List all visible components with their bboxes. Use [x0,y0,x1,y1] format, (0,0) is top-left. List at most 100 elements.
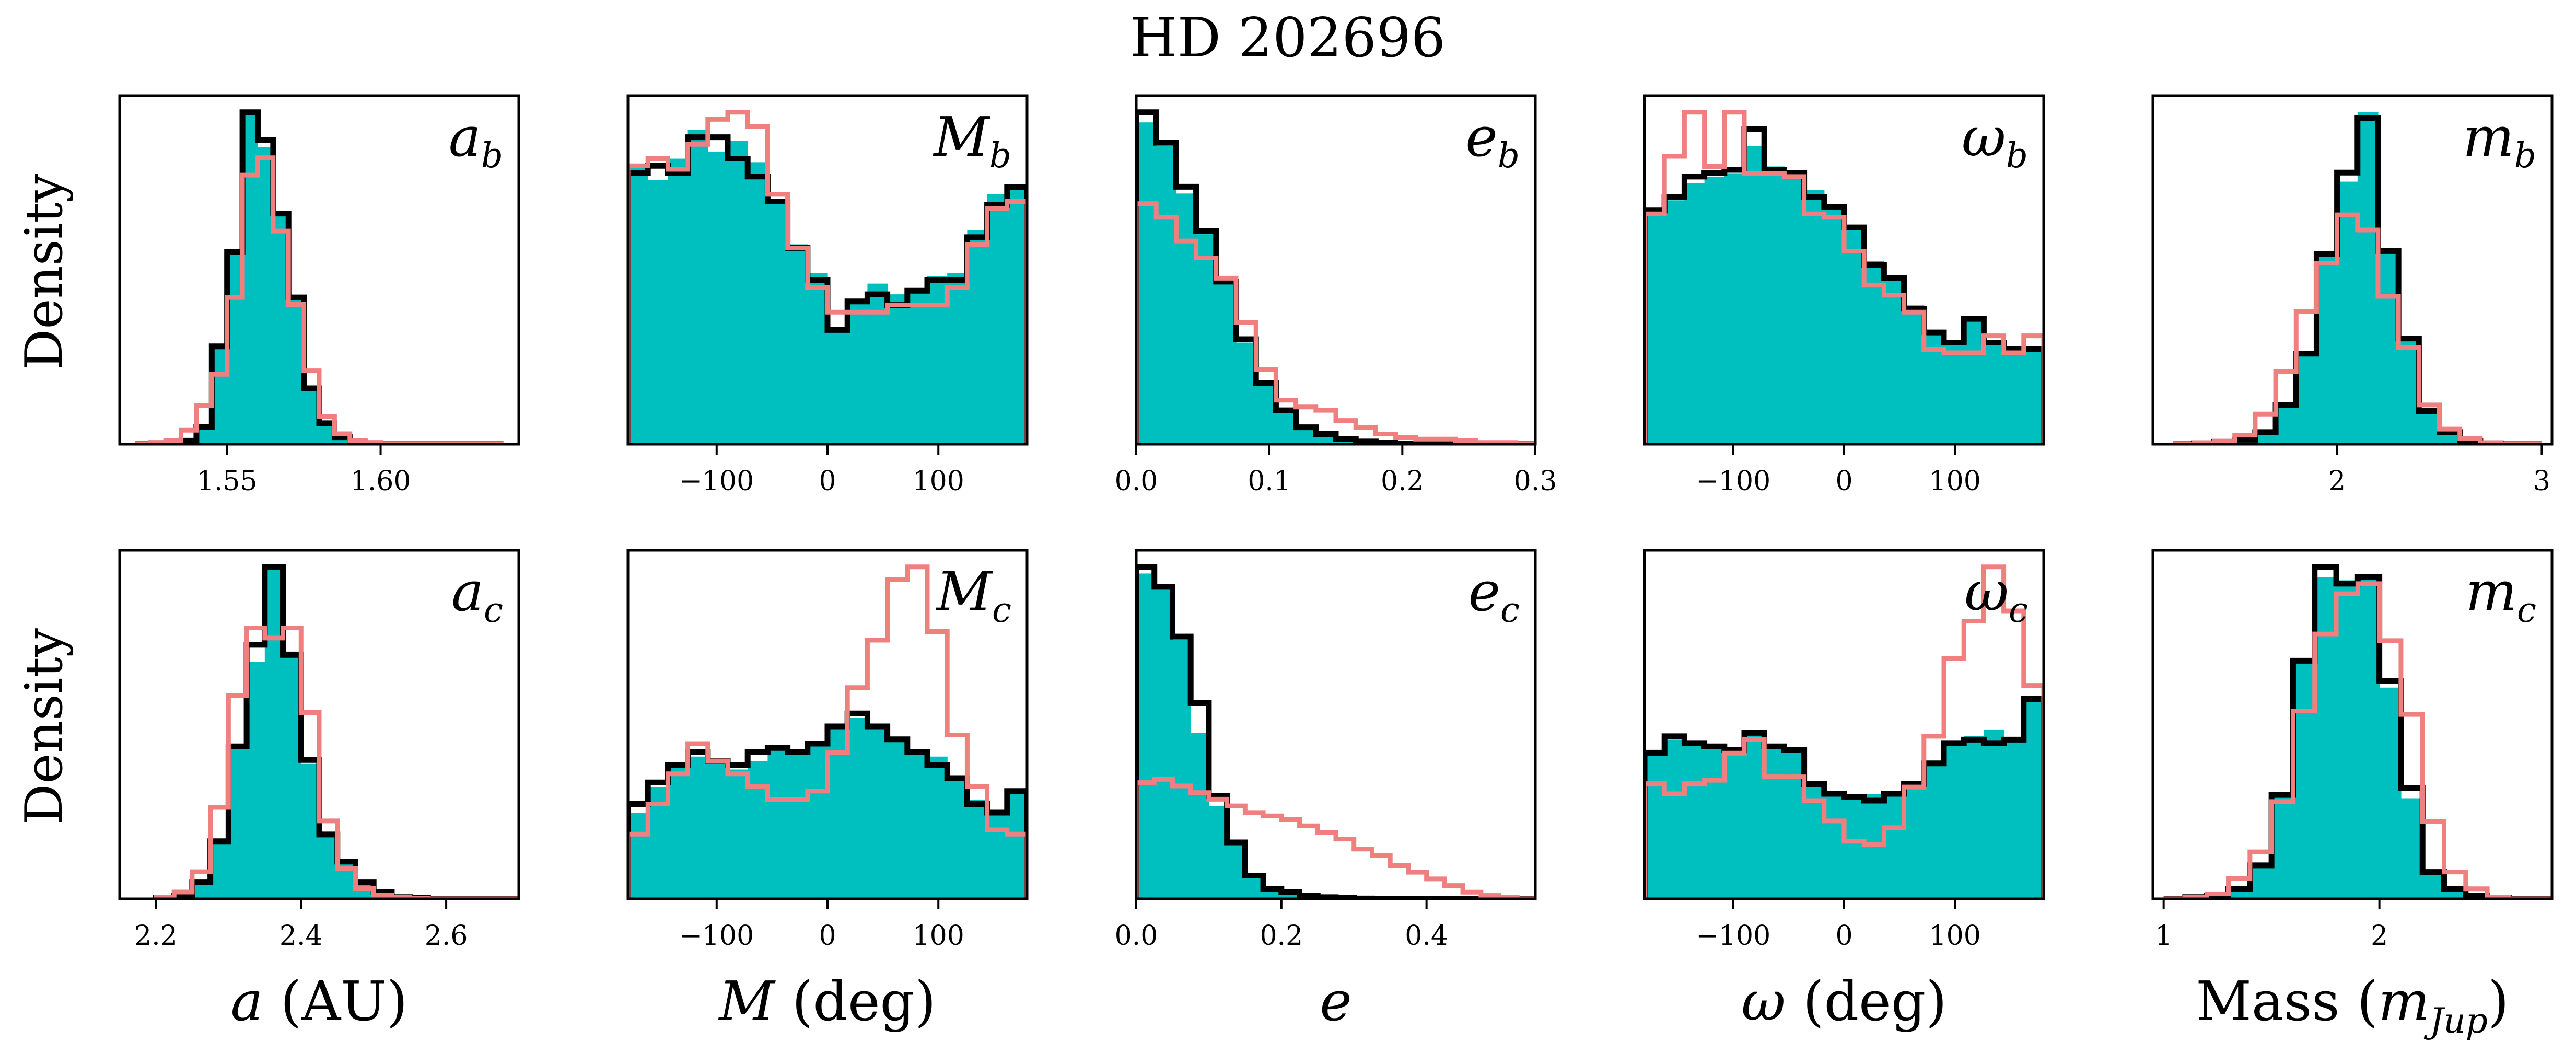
bar [628,166,648,444]
series-black-step [1136,109,1535,444]
panel-e-b: 0.0 0.1 0.2 0.3 eb [1115,94,1557,497]
series-red-step [1645,564,2044,899]
bar [2379,687,2402,899]
bar [1724,173,1745,444]
bar [927,276,948,444]
bar [648,180,668,444]
bar [210,841,229,899]
bar [827,330,848,444]
x-tick-label: 2 [2371,920,2388,952]
figure-title: HD 202696 [1130,6,1446,70]
bar [1136,122,1157,444]
x-tick-label: 100 [913,466,964,497]
bar [1256,383,1276,444]
x-tick-label: 2 [2328,466,2346,497]
bar [967,230,988,444]
x-tick-label: −100 [1696,920,1770,952]
panel-label: ωb [1962,105,2028,176]
panel-ω-c: −100 0 100 ωc [1643,549,2045,952]
bar [2358,577,2380,899]
bar [2271,795,2294,899]
panel-a-c: 2.2 2.4 2.6 ac [118,549,520,952]
bar [1236,342,1256,444]
panel-label: ec [1468,560,1520,630]
plot-area [628,110,1027,444]
bar [2296,353,2317,444]
bar [1007,791,1027,899]
axes-frame [1135,549,1537,900]
panel-m-b: 2 3 mb [2151,94,2554,497]
x-tick-label: −100 [679,920,754,952]
bar [1924,763,1944,899]
bar [967,800,988,899]
bar [2377,251,2399,444]
x-axis-title: Mass (mJup) [2196,969,2509,1041]
bar [2023,699,2044,899]
bar [1944,743,1964,899]
x-tick-label: 0.4 [1405,920,1448,952]
bar [2314,577,2337,899]
x-tick-label: 0.0 [1115,466,1158,497]
bar [2293,661,2315,899]
bar [1984,342,2004,444]
bar [2337,181,2358,444]
bar [247,662,265,899]
bar [1136,573,1155,899]
bar [1984,729,2004,899]
panel-ω-b: −100 0 100 ωb [1643,94,2045,497]
series-red-step [1136,777,1535,899]
bar [1804,190,1825,444]
bar [1704,746,1725,899]
x-axis-title: M (deg) [718,969,936,1033]
panel-M-b: −100 0 100 Mb [626,94,1029,497]
x-tick-label: 2.2 [134,920,178,952]
bar [748,162,768,444]
bar [827,726,848,899]
plot-area [1645,564,2044,899]
bar [1904,305,1925,444]
bar [2003,739,2024,899]
bar [1964,319,1984,444]
bar [1664,739,1685,899]
bar [987,813,1008,899]
x-tick-label: 1.55 [197,466,258,497]
bar [1684,183,1705,444]
plot-area [2163,564,2552,899]
x-tick-label: −100 [1696,466,1770,497]
bar [668,158,689,444]
series-red-step [1136,201,1535,444]
bar [807,273,828,444]
bar [707,761,728,899]
axes-frame [2151,94,2554,446]
bar [2439,432,2461,444]
bar [628,813,648,899]
x-tick-label: 0 [1835,466,1852,497]
bar [687,756,708,899]
panel-M-c: −100 0 100 Mc [626,549,1029,952]
x-tick-label: 100 [913,920,964,952]
bar [1196,234,1217,444]
bar [1824,207,1845,444]
series-red-step [135,155,504,444]
bar [1944,342,1964,444]
plot-area [1136,564,1535,899]
panel-label: mb [2463,105,2536,176]
axes-frame [2151,549,2554,900]
bar [807,744,828,899]
panel-label: mc [2465,560,2536,630]
bar [907,291,928,444]
x-tick-label: 1 [2155,920,2172,952]
x-tick-label: 0 [819,920,836,952]
bar [887,294,908,444]
panel-a-b: 1.55 1.60 ab [118,94,520,497]
plot-area [1136,109,1535,444]
bar [668,765,689,899]
bar [1664,200,1685,444]
bar [1684,743,1705,899]
bar [2255,432,2276,444]
x-tick-label: 2.6 [425,920,468,952]
bar [1007,187,1027,444]
x-tick-label: 100 [1929,920,1981,952]
bar [1704,176,1725,444]
